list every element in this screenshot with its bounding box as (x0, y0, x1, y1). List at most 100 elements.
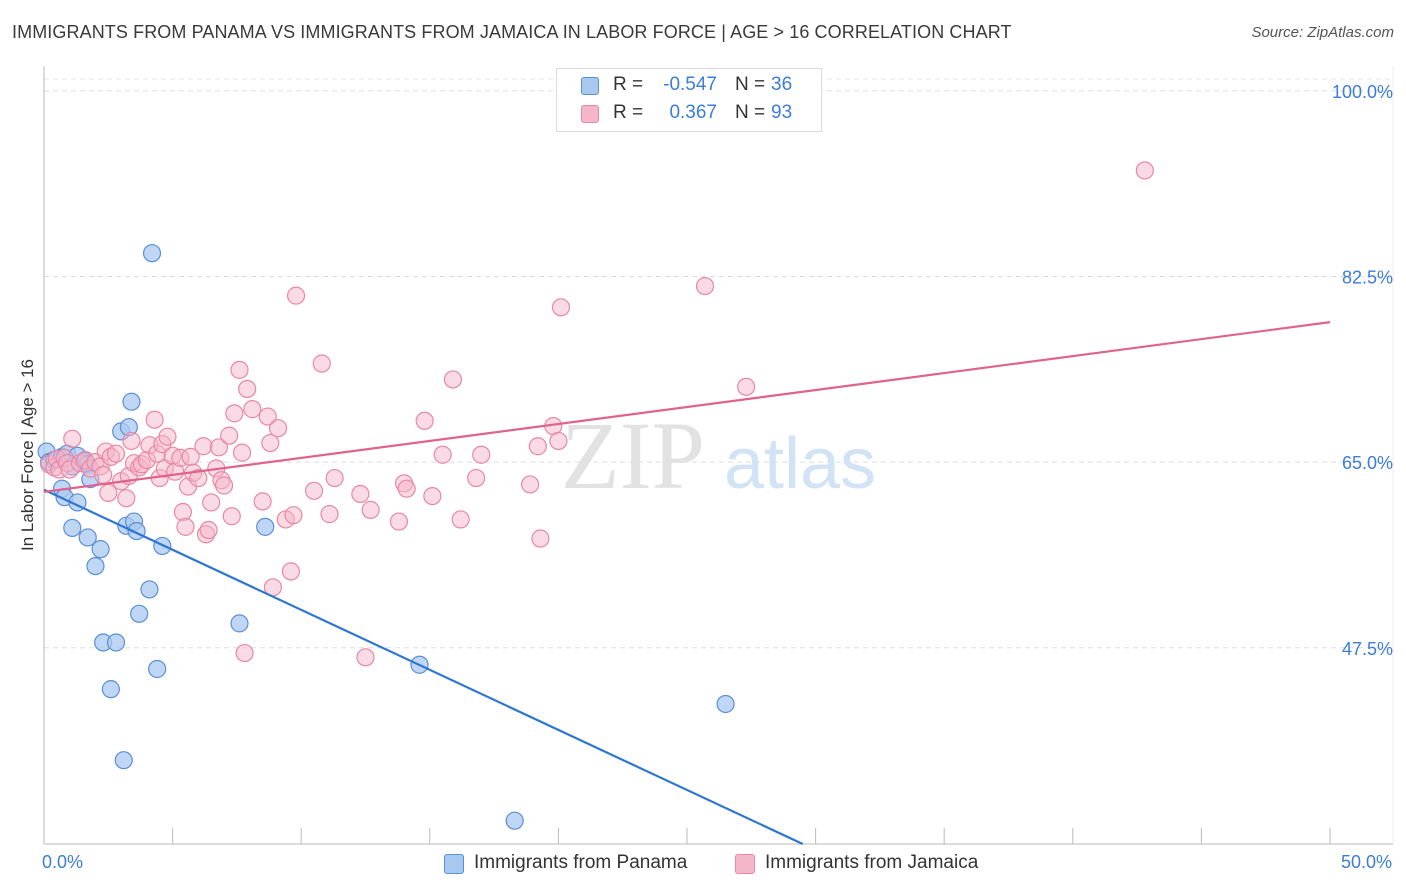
jamaica-point[interactable] (176, 517, 195, 536)
jamaica-point[interactable] (356, 648, 375, 667)
legend: Immigrants from Panama Immigrants from J… (0, 851, 1406, 877)
jamaica-point[interactable] (737, 377, 756, 396)
jamaica-point[interactable] (528, 437, 547, 456)
jamaica-point[interactable] (122, 431, 141, 451)
jamaica-point[interactable] (268, 419, 288, 438)
jamaica-point[interactable] (389, 512, 409, 531)
jamaica-point[interactable] (173, 502, 192, 522)
panama-point[interactable] (122, 392, 141, 411)
jamaica-point[interactable] (312, 354, 331, 373)
jamaica-point[interactable] (397, 479, 416, 498)
panama-point[interactable] (86, 556, 105, 576)
stats-swatch-panama (581, 77, 599, 95)
stats-box: R = -0.547 N = 36 R = 0.367 N = 93 (556, 68, 822, 132)
panama-trend-line (43, 488, 804, 845)
panama-point[interactable] (63, 518, 82, 538)
jamaica-point[interactable] (194, 437, 213, 456)
jamaica-point[interactable] (189, 468, 208, 488)
jamaica-point[interactable] (443, 370, 463, 389)
jamaica-point[interactable] (158, 427, 177, 446)
panama-point[interactable] (78, 528, 97, 547)
jamaica-point[interactable] (466, 468, 486, 488)
jamaica-point[interactable] (235, 643, 254, 663)
jamaica-point[interactable] (423, 486, 442, 506)
panama-point[interactable] (148, 659, 167, 679)
jamaica-point[interactable] (253, 492, 272, 511)
panama-point[interactable] (130, 604, 149, 623)
jamaica-point[interactable] (304, 481, 324, 500)
jamaica-point[interactable] (551, 298, 571, 317)
r-label: R = (613, 74, 644, 95)
n-label: N = (735, 74, 766, 95)
panama-point[interactable] (114, 751, 133, 770)
panama-point[interactable] (505, 811, 524, 830)
jamaica-point[interactable] (320, 505, 339, 524)
x-tick-label-max: 50.0% (1340, 852, 1392, 872)
legend-swatch-jamaica (735, 854, 755, 874)
stats-swatch-jamaica (581, 105, 599, 123)
r-value: 0.367 (669, 102, 717, 123)
n-label: N = (735, 102, 766, 123)
jamaica-point[interactable] (531, 529, 550, 548)
jamaica-trend-line (43, 321, 1331, 493)
chart-title: IMMIGRANTS FROM PANAMA VS IMMIGRANTS FRO… (12, 22, 1012, 42)
jamaica-point[interactable] (433, 445, 452, 464)
r-label: R = (613, 102, 644, 123)
source-label: Source: ZipAtlas.com (1251, 24, 1394, 41)
jamaica-point[interactable] (281, 562, 301, 581)
jamaica-point[interactable] (232, 443, 252, 462)
jamaica-point[interactable] (214, 476, 234, 495)
jamaica-point[interactable] (222, 507, 241, 526)
jamaica-point[interactable] (220, 426, 239, 445)
tick-label-layer: 47.5% 65.0% 82.5% 100.0% (1332, 82, 1393, 659)
jamaica-point[interactable] (695, 276, 715, 296)
panama-point[interactable] (230, 614, 249, 633)
jamaica-point[interactable] (63, 429, 82, 448)
jamaica-point[interactable] (549, 431, 568, 451)
watermark-zip: ZIP (561, 402, 705, 509)
jamaica-point[interactable] (286, 286, 306, 305)
jamaica-point[interactable] (325, 468, 344, 488)
panama-point[interactable] (142, 244, 162, 263)
jamaica-point[interactable] (258, 407, 277, 426)
jamaica-point[interactable] (284, 506, 303, 525)
panama-point[interactable] (91, 540, 110, 559)
jamaica-point[interactable] (243, 400, 262, 419)
r-value: -0.547 (663, 74, 717, 95)
panama-point[interactable] (140, 580, 159, 599)
jamaica-point[interactable] (451, 510, 470, 529)
y-tick-label: 82.5% (1342, 268, 1393, 288)
panama-point[interactable] (106, 633, 126, 652)
jamaica-point[interactable] (199, 520, 218, 540)
jamaica-point[interactable] (415, 411, 434, 430)
jamaica-point[interactable] (209, 438, 228, 457)
jamaica-point[interactable] (117, 489, 136, 508)
jamaica-point[interactable] (351, 484, 370, 504)
stats-row-panama: R = -0.547 N = 36 (557, 72, 821, 100)
watermark-atlas: atlas (724, 424, 876, 504)
jamaica-point[interactable] (225, 404, 244, 423)
jamaica-point[interactable] (361, 500, 380, 519)
jamaica-point[interactable] (106, 444, 126, 463)
jamaica-point[interactable] (261, 433, 280, 453)
jamaica-point[interactable] (238, 379, 257, 399)
jamaica-point[interactable] (1135, 161, 1154, 180)
panama-point[interactable] (256, 517, 275, 536)
x-tick-label-min: 0.0% (42, 852, 84, 872)
panama-point[interactable] (716, 694, 735, 714)
legend-label-jamaica: Immigrants from Jamaica (765, 852, 979, 873)
jamaica-point[interactable] (202, 493, 221, 512)
points-layer (37, 161, 1154, 830)
jamaica-point[interactable] (521, 475, 540, 494)
jamaica-point[interactable] (230, 360, 249, 379)
y-tick-label: 100.0% (1332, 82, 1393, 102)
jamaica-point[interactable] (94, 465, 113, 484)
panama-point[interactable] (101, 680, 120, 699)
stats-row-jamaica: R = 0.367 N = 93 (557, 100, 821, 128)
trend-layer (43, 321, 1331, 845)
y-tick-label: 65.0% (1342, 453, 1393, 473)
jamaica-point[interactable] (145, 410, 164, 429)
y-tick-label: 47.5% (1342, 639, 1393, 659)
jamaica-point[interactable] (472, 445, 491, 464)
